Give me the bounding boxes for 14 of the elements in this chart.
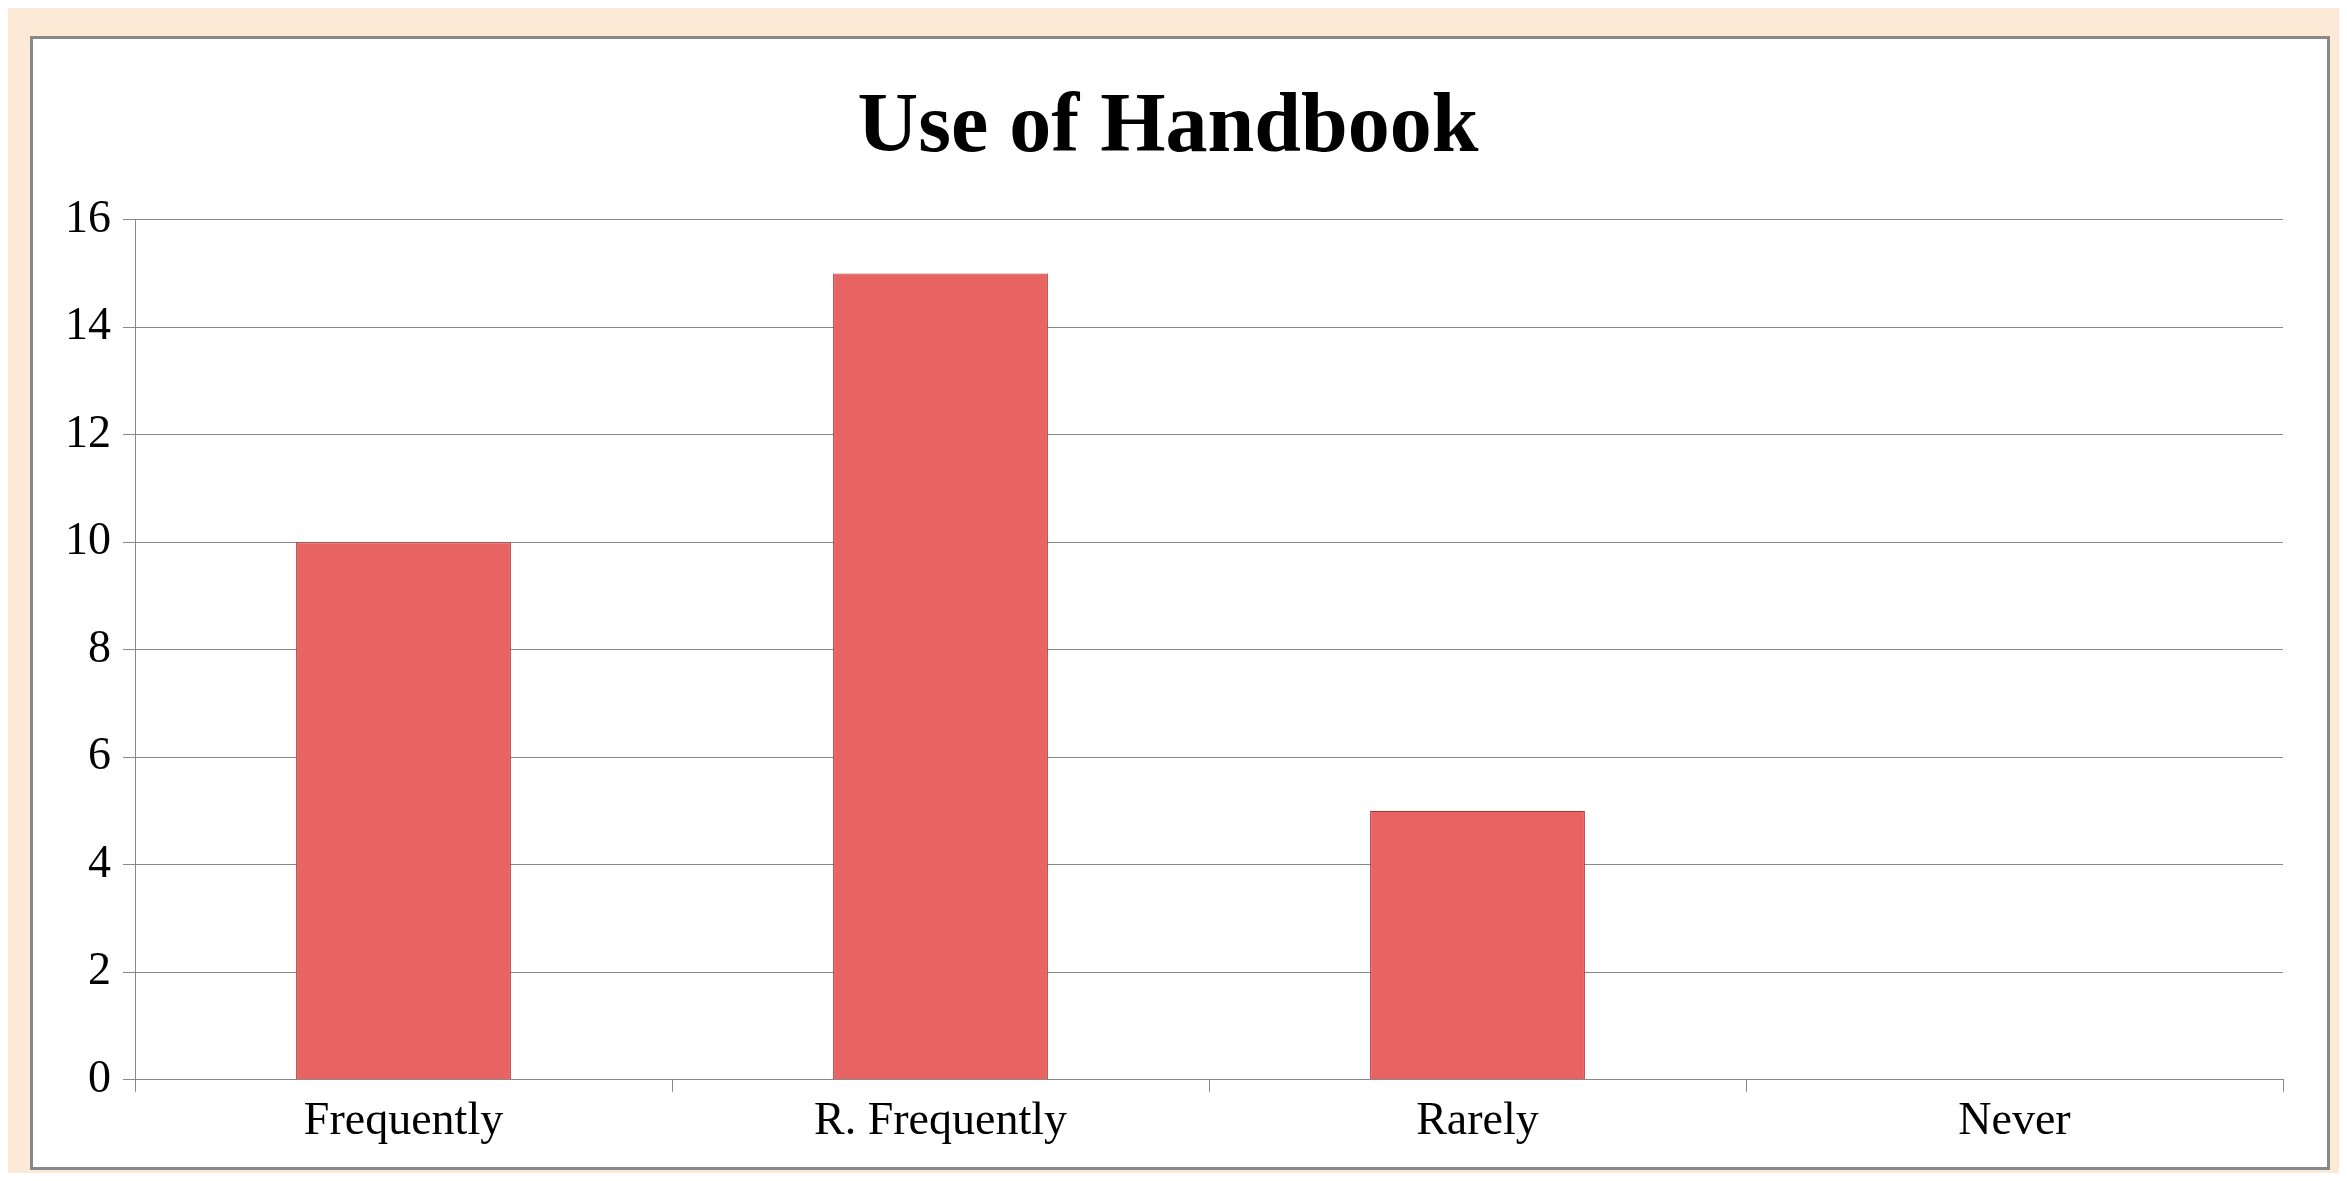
y-tick-label: 0 <box>88 1050 111 1102</box>
y-tick-label: 6 <box>88 728 111 780</box>
x-tick-label: Never <box>1958 1093 2071 1145</box>
y-tick-label: 8 <box>88 620 111 672</box>
y-tick-label: 12 <box>65 405 111 457</box>
y-tick-label: 14 <box>65 298 111 350</box>
x-tick-label: R. Frequently <box>814 1093 1067 1145</box>
y-tick-label: 16 <box>65 190 111 242</box>
chart-title: Use of Handbook <box>857 76 1479 170</box>
y-tick-label: 10 <box>65 513 111 565</box>
x-tick-label: Frequently <box>303 1093 504 1145</box>
x-tick-label: Rarely <box>1416 1093 1539 1145</box>
y-tick-label: 2 <box>88 943 111 995</box>
y-tick-label: 4 <box>88 835 111 887</box>
